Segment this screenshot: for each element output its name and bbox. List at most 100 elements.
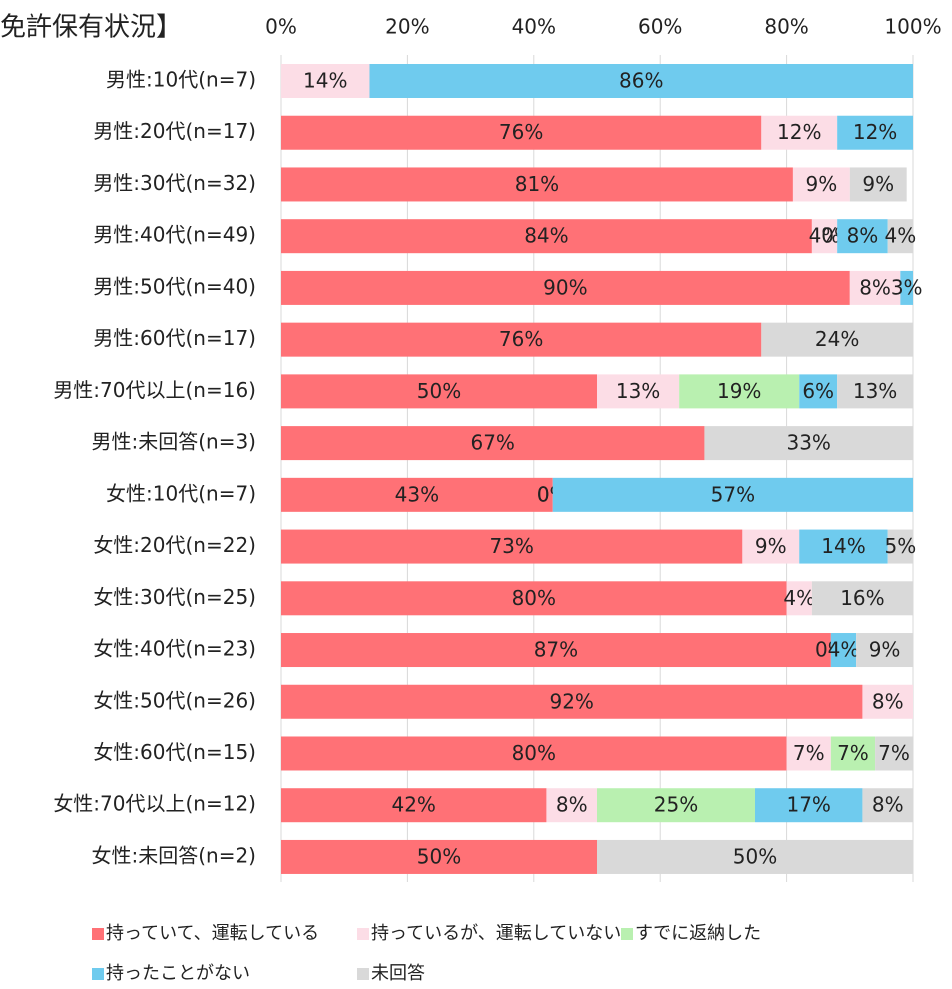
bar-segment: [281, 374, 597, 409]
x-tick-label: 40%: [512, 15, 556, 39]
bar-segment: [281, 219, 812, 254]
bar-segment: [830, 736, 876, 771]
bar-segment: [546, 788, 597, 823]
y-tick-label: 男性:40代(n=49): [93, 223, 256, 247]
legend-swatch: [357, 968, 369, 980]
data-label: 50%: [733, 844, 777, 868]
bar-segment: [761, 115, 838, 150]
data-label: 8%: [847, 224, 879, 248]
bar-segment: [786, 581, 812, 616]
data-label: 90%: [543, 275, 587, 299]
data-label: 80%: [512, 586, 556, 610]
bar-segment: [281, 426, 705, 461]
data-label: 7%: [793, 741, 825, 765]
bar-segment: [862, 684, 913, 719]
legend-swatch: [92, 968, 104, 980]
y-tick-label: 女性:未回答(n=2): [91, 843, 256, 867]
data-label: 87%: [534, 638, 578, 662]
bar-segment: [792, 167, 850, 202]
legend-label: 持っていて、運転している: [106, 923, 319, 944]
data-label: 13%: [853, 379, 897, 403]
bar-segment: [856, 633, 913, 668]
data-label: 8%: [872, 689, 904, 713]
data-label: 42%: [391, 793, 435, 817]
data-label: 14%: [821, 534, 865, 558]
legend-label: 未回答: [371, 963, 425, 984]
y-tick-label: 男性:50代(n=40): [93, 274, 256, 298]
data-label: 33%: [786, 431, 830, 455]
data-label: 4%: [809, 224, 841, 248]
y-tick-label: 男性:20代(n=17): [93, 119, 256, 143]
data-label: 3%: [891, 275, 923, 299]
bar-segment: [786, 736, 831, 771]
bar-segment: [281, 270, 850, 305]
bar-segment: [704, 426, 913, 461]
data-label: 9%: [805, 172, 837, 196]
data-label: 67%: [470, 431, 514, 455]
legend-label: すでに返納した: [635, 923, 761, 944]
data-label: 50%: [417, 844, 461, 868]
y-tick-label: 男性:10代(n=7): [106, 68, 256, 92]
bar-segment: [837, 115, 913, 150]
data-label: 8%: [556, 793, 588, 817]
data-label: 92%: [549, 689, 593, 713]
bar-segment: [679, 374, 800, 409]
data-label: 8%: [859, 275, 891, 299]
data-label: 50%: [417, 379, 461, 403]
data-label: 80%: [512, 741, 556, 765]
data-label: 24%: [815, 327, 859, 351]
data-label: 5%: [884, 534, 916, 558]
data-label: 6%: [802, 379, 834, 403]
data-label: 76%: [499, 120, 543, 144]
y-tick-label: 女性:50代(n=26): [93, 688, 256, 712]
data-label: 12%: [853, 120, 897, 144]
bar-segment: [799, 374, 838, 409]
chart-title: 免許保有状況】: [0, 13, 182, 43]
bar-segment: [887, 219, 913, 254]
bar-segment: [281, 322, 762, 357]
data-label: 16%: [840, 586, 884, 610]
bar-segment: [281, 529, 743, 564]
data-label: 84%: [524, 224, 568, 248]
x-tick-label: 80%: [764, 15, 808, 39]
bar-segment: [875, 736, 913, 771]
bar-segment: [887, 529, 913, 564]
y-tick-label: 女性:10代(n=7): [106, 481, 256, 505]
x-tick-label: 0%: [265, 15, 297, 39]
bar-segment: [761, 322, 913, 357]
data-label: 43%: [395, 482, 439, 506]
bar-segment: [799, 529, 888, 564]
data-label: 8%: [872, 793, 904, 817]
x-tick-label: 100%: [884, 15, 941, 39]
bar-segment: [281, 477, 553, 512]
data-label: 14%: [303, 69, 347, 93]
legend-swatch: [92, 928, 104, 940]
legend-label: 持っているが、運転していない: [371, 923, 621, 944]
data-label: 9%: [869, 638, 901, 662]
bar-segment: [281, 64, 370, 98]
data-label: 76%: [499, 327, 543, 351]
data-label: 86%: [619, 69, 663, 93]
y-tick-label: 男性:未回答(n=3): [91, 430, 256, 454]
data-label: 4%: [884, 224, 916, 248]
y-tick-label: 男性:70代以上(n=16): [53, 378, 256, 402]
bar-segment: [281, 633, 831, 668]
legend-swatch: [357, 928, 369, 940]
bar-segment: [849, 270, 901, 305]
data-label: 7%: [837, 741, 869, 765]
bar-segment: [837, 219, 888, 254]
y-tick-label: 女性:60代(n=15): [93, 740, 256, 764]
y-tick-label: 女性:40代(n=23): [93, 637, 256, 661]
legend-label: 持ったことがない: [106, 963, 250, 984]
data-label: 25%: [654, 793, 698, 817]
y-tick-label: 女性:30代(n=25): [93, 585, 256, 609]
bar-segment: [281, 736, 787, 771]
x-tick-label: 60%: [638, 15, 682, 39]
data-label: 4%: [828, 638, 860, 662]
y-tick-label: 女性:20代(n=22): [93, 533, 256, 557]
data-label: 4%: [783, 586, 815, 610]
bar-segment: [281, 788, 547, 823]
bar-segment: [837, 374, 913, 409]
data-label: 81%: [515, 172, 559, 196]
bar-segment: [281, 839, 597, 874]
